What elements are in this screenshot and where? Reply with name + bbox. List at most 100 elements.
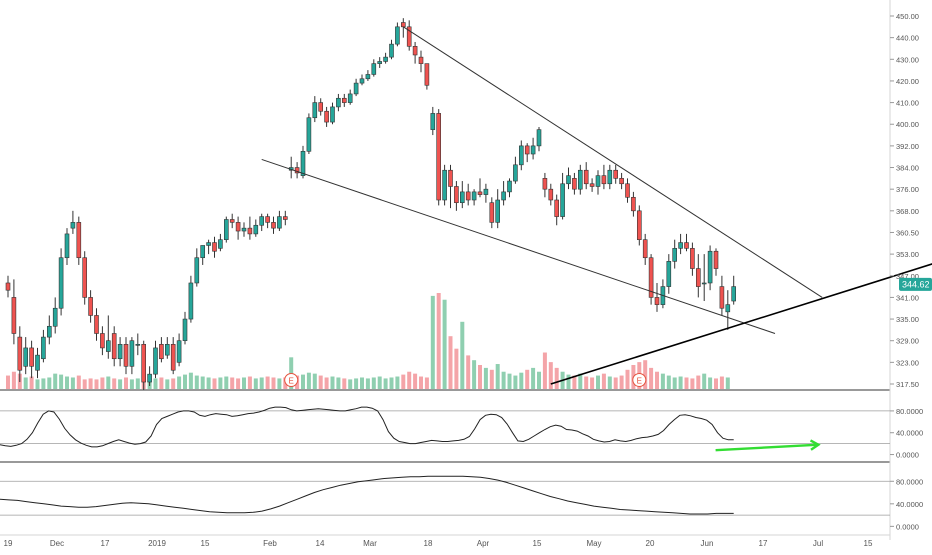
earnings-marker-label: E (637, 377, 642, 386)
volume-bar (702, 373, 707, 389)
volume-bar (708, 377, 713, 389)
candle-body (347, 93, 353, 103)
time-tick-label: 17 (759, 539, 768, 548)
volume-bar (483, 367, 488, 389)
volume-bar (259, 377, 264, 389)
candle-body (41, 336, 46, 360)
time-tick-label: May (586, 539, 601, 548)
volume-bar (177, 376, 182, 389)
volume-bar (454, 348, 459, 389)
volume-bar (719, 376, 724, 389)
axis-tick-label: 341.00 (896, 293, 919, 302)
candle-body (483, 188, 489, 195)
candle-body (271, 222, 276, 229)
trendline-rising-support[interactable] (550, 258, 932, 385)
volume-bar (448, 336, 453, 389)
earnings-marker[interactable]: E (284, 373, 299, 387)
candle-body (129, 340, 135, 367)
candle-body (52, 307, 58, 327)
time-tick-label: Mar (363, 539, 377, 548)
axis-tick-label: 392.00 (896, 142, 919, 151)
candle-body (518, 145, 524, 166)
candle-body (548, 188, 554, 201)
candle-body (359, 78, 365, 84)
candle-body (560, 183, 565, 217)
axis-tick-label: 0.0000 (896, 451, 919, 460)
volume-bar (424, 377, 429, 389)
volume-bar (265, 376, 270, 389)
volume-bar (65, 376, 69, 389)
volume-bar (53, 373, 58, 389)
time-tick-label: 19 (4, 539, 13, 548)
volume-bar (678, 376, 683, 389)
candle-body (436, 113, 442, 201)
candle-body (418, 56, 424, 64)
candle-body (495, 199, 501, 223)
candle-body (336, 97, 341, 108)
candle-body (206, 242, 211, 246)
volume-bar (413, 373, 418, 389)
candle-body (11, 297, 17, 334)
volume-bar (35, 379, 40, 389)
volume-bar (596, 375, 600, 389)
trendline-descending-resistance[interactable] (403, 26, 823, 298)
volume-bar (495, 364, 500, 389)
candle-body (306, 117, 312, 152)
candle-body (672, 248, 678, 262)
time-tick-label: Apr (477, 539, 490, 548)
candle-body (631, 196, 636, 212)
volume-bar (436, 293, 441, 389)
candle-body (300, 150, 306, 176)
volume-bar (389, 377, 394, 389)
axis-tick-label: 376.00 (896, 185, 919, 194)
candle-body (182, 318, 188, 342)
candle-body (583, 169, 589, 185)
candle-body (607, 169, 613, 185)
axis-tick-label: 440.00 (896, 34, 919, 43)
volume-bar (253, 378, 258, 389)
candle-body (636, 210, 642, 240)
axis-tick-label: 317.50 (896, 380, 919, 389)
candle-body (465, 191, 471, 201)
earnings-marker-label: E (289, 377, 294, 386)
volume-bar (442, 299, 447, 389)
candle-body (412, 46, 418, 56)
price-axis: 80.0000 40.0000 0.0000 80.0000 40.0000 0.0000… (890, 12, 923, 531)
volume-bar (537, 371, 541, 389)
candle-body (648, 257, 654, 298)
volume-bars (6, 293, 730, 389)
volume-bar (112, 378, 117, 389)
volume-bar (466, 355, 471, 389)
trendlines (261, 26, 932, 385)
candle-body (513, 164, 518, 182)
volume-bar (625, 369, 630, 389)
volume-bar (348, 379, 353, 389)
candle-body (489, 202, 495, 223)
candle-body (241, 227, 247, 232)
candle-body (259, 216, 265, 226)
candle-body (70, 222, 76, 229)
time-tick-label: 18 (424, 539, 433, 548)
volume-bar (590, 377, 595, 389)
candle-body (678, 242, 683, 249)
time-axis: 19 Dec 17 2019 15 Feb 14 Mar 18 Apr 15 May 20 Jun 17 Ju… (4, 539, 873, 548)
volume-bar (183, 374, 187, 389)
candle-body (218, 239, 223, 249)
annotation-arrow (715, 443, 819, 452)
candle-body (224, 219, 229, 240)
trendline-descending-support[interactable] (261, 158, 776, 334)
candle-body (170, 344, 176, 371)
time-tick-label: 14 (316, 539, 325, 548)
candle-body (471, 191, 477, 201)
earnings-marker-circle (632, 373, 647, 387)
volume-bar (548, 362, 553, 389)
earnings-marker[interactable]: E (632, 373, 647, 387)
candle-body (577, 169, 583, 190)
axis-tick-label: 368.00 (896, 207, 919, 216)
candle-body (141, 344, 146, 383)
axis-tick-label: 329.00 (896, 337, 919, 346)
volume-bar (224, 376, 229, 389)
volume-bar (47, 377, 52, 389)
candle-body (619, 178, 624, 185)
